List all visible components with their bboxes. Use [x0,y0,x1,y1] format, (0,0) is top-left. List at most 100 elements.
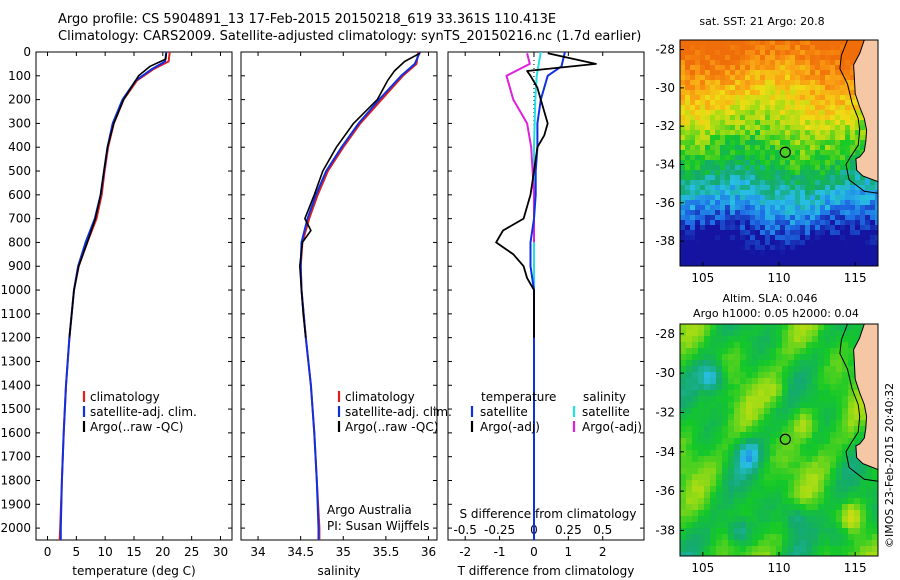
heatmap-cell [782,354,789,361]
heatmap-cell [776,372,783,379]
heatmap-cell [855,235,861,241]
heatmap-cell [705,170,711,176]
heatmap-cell [848,492,855,499]
heatmap-cell [740,534,747,541]
heatmap-cell [812,384,819,391]
heatmap-cell [690,145,696,151]
heatmap-cell [692,450,699,457]
heatmap-cell [704,342,711,349]
heatmap-cell [835,255,841,261]
x-axis-label: salinity [317,564,360,578]
heatmap-cell [680,215,686,221]
heatmap-cell [728,456,735,463]
heatmap-cell [818,420,825,427]
heatmap-cell [780,80,786,86]
heatmap-cell [788,378,795,385]
heatmap-cell [680,110,686,116]
heatmap-cell [705,240,711,246]
heatmap-cell [830,160,836,166]
heatmap-cell [755,60,761,66]
heatmap-cell [705,140,711,146]
heatmap-cell [850,60,856,66]
heatmap-cell [700,245,706,251]
heatmap-cell [722,522,729,529]
heatmap-cell [785,205,791,211]
heatmap-cell [830,240,836,246]
heatmap-cell [695,45,701,51]
heatmap-cell [690,255,696,261]
heatmap-cell [820,225,826,231]
heatmap-cell [812,420,819,427]
heatmap-cell [820,55,826,61]
heatmap-cell [686,486,693,493]
heatmap-cell [725,215,731,221]
heatmap-cell [752,336,759,343]
heatmap-cell [755,40,761,46]
heatmap-cell [812,516,819,523]
heatmap-cell [850,135,856,141]
heatmap-cell [824,360,831,367]
heatmap-cell [752,360,759,367]
heatmap-cell [815,125,821,131]
heatmap-cell [842,354,849,361]
heatmap-cell [685,160,691,166]
heatmap-cell [788,552,795,556]
heatmap-cell [790,220,796,226]
heatmap-cell [780,205,786,211]
heatmap-cell [680,145,686,151]
heatmap-cell [825,250,831,256]
heatmap-cell [680,115,686,121]
heatmap-cell [740,456,747,463]
heatmap-cell [692,468,699,475]
heatmap-cell [860,420,867,427]
heatmap-cell [735,130,741,136]
heatmap-cell [840,250,846,256]
heatmap-cell [866,498,873,505]
heatmap-cell [860,125,866,131]
heatmap-cell [794,372,801,379]
heatmap-cell [788,450,795,457]
heatmap-cell [825,175,831,181]
heatmap-cell [695,195,701,201]
heatmap-cell [830,130,836,136]
heatmap-cell [690,40,696,46]
heatmap-cell [780,215,786,221]
heatmap-cell [845,190,851,196]
heatmap-cell [794,390,801,397]
heatmap-cell [775,90,781,96]
heatmap-cell [824,552,831,556]
heatmap-cell [750,50,756,56]
heatmap-cell [686,336,693,343]
heatmap-cell [810,255,816,261]
heatmap-cell [728,486,735,493]
heatmap-cell [845,45,851,51]
heatmap-cell [686,522,693,529]
heatmap-cell [835,130,841,136]
heatmap-cell [836,330,843,337]
heatmap-cell [740,105,746,111]
heatmap-cell [815,220,821,226]
heatmap-cell [715,200,721,206]
heatmap-cell [840,215,846,221]
heatmap-cell [840,205,846,211]
heatmap-cell [770,85,776,91]
heatmap-cell [795,195,801,201]
heatmap-cell [840,105,846,111]
heatmap-cell [735,80,741,86]
heatmap-cell [685,175,691,181]
heatmap-cell [730,80,736,86]
heatmap-cell [842,486,849,493]
heatmap-cell [820,215,826,221]
heatmap-cell [806,522,813,529]
heatmap-cell [800,135,806,141]
heatmap-cell [710,504,717,511]
heatmap-cell [760,105,766,111]
heatmap-cell [845,260,851,266]
heatmap-cell [785,250,791,256]
heatmap-cell [794,528,801,535]
heatmap-cell [848,474,855,481]
heatmap-cell [820,170,826,176]
heatmap-cell [758,540,765,547]
heatmap-cell [764,438,771,445]
heatmap-cell [715,70,721,76]
